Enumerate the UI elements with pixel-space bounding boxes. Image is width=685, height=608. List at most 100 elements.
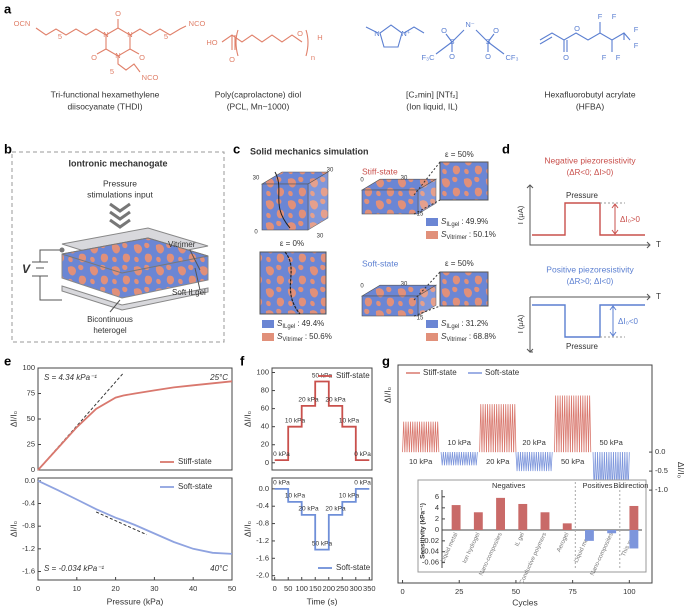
y-axis-label: ΔI/I₀ (242, 520, 252, 537)
cycle-spike (558, 395, 562, 453)
panel-title: Solid mechanics simulation (250, 146, 369, 156)
cycle-spike (447, 452, 451, 466)
y-tick-label: 50 (27, 414, 35, 423)
cycle-spike (404, 421, 408, 453)
cycle-spike (501, 404, 505, 453)
legend-label: Soft-state (178, 482, 213, 491)
legend-label: Soft-state (336, 563, 371, 572)
x-tick-label: 350 (363, 584, 376, 593)
x-tick-label: 50 (228, 584, 236, 593)
y-tick-label: 100 (256, 367, 269, 376)
legend-swatch (426, 218, 438, 226)
axis-frame (271, 477, 373, 581)
separator: : (469, 332, 471, 341)
cube-tick: 30 (401, 282, 408, 288)
atom-label: O (441, 26, 447, 35)
atom-label: HO (206, 38, 217, 47)
pressure-label: 10 kPa (448, 438, 472, 447)
y-tick-label: 2 (435, 514, 439, 523)
y-tick-label: -0.8 (256, 519, 269, 528)
x-tick-label: 25 (455, 587, 463, 596)
cycle-spike (524, 452, 528, 472)
annotation: S = -0.034 kPa⁻¹ (44, 564, 104, 573)
group-label: Negatives (492, 481, 526, 490)
subscript: ILgel (446, 324, 459, 330)
delta-label: ΔI₀>0 (620, 215, 641, 224)
y-tick-label: -1.2 (22, 544, 35, 553)
y-tick-label: 0.0 (259, 484, 269, 493)
cycle-spike (474, 452, 478, 466)
layer-label: Soft ILgel (172, 288, 206, 297)
y-tick-label: -1.0 (655, 485, 668, 494)
legend-swatch (426, 320, 438, 328)
cube-front (261, 183, 309, 231)
piezo-schematic (526, 184, 651, 353)
cube-tick: 30 (253, 176, 260, 182)
y-tick-label: 0 (31, 465, 35, 474)
y-axis-label: Sensitivity (kPa⁻¹) (420, 503, 427, 559)
pressure-label: 20 kPa (522, 438, 546, 447)
pressure-label: Pressure (566, 191, 599, 200)
x-tick-label: 0 (273, 584, 277, 593)
atom-label: n (311, 53, 315, 62)
cycle-spike (520, 452, 524, 472)
molecule-caption: (HFBA) (576, 101, 605, 111)
legend-label: Soft-state (485, 368, 520, 377)
cycle-spike (510, 404, 515, 453)
fraction-label: SILgel:31.2% (441, 319, 488, 329)
y-tick-label: -2.0 (256, 571, 269, 580)
cycle-spike (492, 404, 496, 453)
y-tick-label: -0.02 (422, 536, 439, 545)
legend-swatch (426, 333, 438, 341)
subscript: Vitrimer (446, 235, 467, 241)
zoom-line (413, 161, 441, 196)
strain-label: ε = 0% (280, 239, 304, 248)
legend-swatch (262, 333, 274, 341)
cycle-spike (481, 404, 485, 453)
annotation: 40°C (210, 564, 228, 573)
axis-frame (37, 367, 233, 471)
mode-condition: (ΔR>0; ΔI<0) (567, 277, 614, 286)
x-tick-label: 0 (400, 587, 404, 596)
cycle-spike (452, 452, 456, 466)
cube-tick: 15 (417, 316, 424, 322)
atom-label: F (598, 12, 603, 21)
x-axis-label: Cycles (512, 597, 538, 607)
cycle-spike (415, 421, 419, 453)
atom-label: O (139, 53, 145, 62)
y2-axis-label: ΔI/I₀ (676, 462, 685, 479)
step-label: 20 kPa (298, 506, 319, 513)
input-label: Pressure (103, 178, 137, 188)
atom-label: S (449, 37, 454, 46)
cycle-spike (420, 421, 424, 453)
axis-frame (271, 367, 373, 471)
step-label: 20 kPa (325, 506, 346, 513)
cycle-spike (563, 395, 567, 453)
atom-label: S (485, 37, 490, 46)
atom-label: 5 (110, 67, 114, 76)
panel-label: e (4, 353, 11, 368)
cube-tick: 0 (360, 284, 364, 290)
step-label: 0 kPa (354, 480, 371, 487)
separator: : (461, 217, 463, 226)
cube-front (361, 295, 419, 317)
atom-label: H (317, 33, 322, 42)
y-tick-label: -0.5 (655, 466, 668, 475)
molecule-caption: diisocyanate (THDI) (67, 101, 142, 111)
atom-label: O (91, 53, 97, 62)
hfba-structure (539, 22, 631, 52)
bar (607, 530, 617, 534)
mode-title: Positive piezoresistivity (546, 264, 634, 274)
y-tick-label: -0.06 (422, 558, 439, 567)
cycle-spike (535, 452, 540, 472)
cycle-spike (479, 404, 483, 453)
atom-label: F (602, 53, 607, 62)
cube-front (361, 189, 419, 215)
cycle-spike (513, 404, 517, 453)
molecule-caption: (PCL, Mn~1000) (227, 101, 290, 111)
symbol: S (441, 319, 447, 328)
cycle-spike (569, 395, 574, 453)
data-line (274, 488, 370, 551)
symbol: S (277, 332, 283, 341)
cycle-spike (506, 404, 510, 453)
